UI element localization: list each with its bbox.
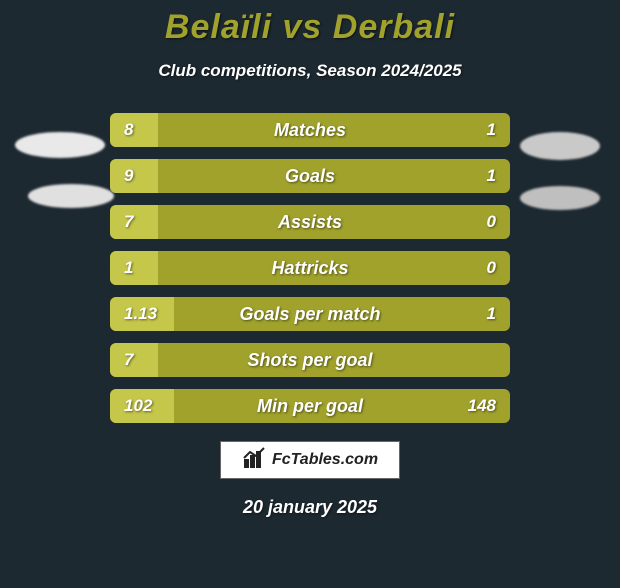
stat-row: 7Shots per goal [110, 343, 510, 377]
stat-row: 7Assists0 [110, 205, 510, 239]
stat-label: Shots per goal [110, 343, 510, 377]
stat-right-value: 0 [487, 205, 496, 239]
decorative-blob [15, 132, 105, 158]
stat-label: Goals per match [110, 297, 510, 331]
decorative-blob [28, 184, 114, 208]
comparison-date: 20 january 2025 [0, 497, 620, 518]
stat-label: Matches [110, 113, 510, 147]
stat-row: 1Hattricks0 [110, 251, 510, 285]
stat-right-value: 1 [487, 297, 496, 331]
stat-rows: 8Matches19Goals17Assists01Hattricks01.13… [110, 113, 510, 423]
stat-row: 8Matches1 [110, 113, 510, 147]
decorative-blob [520, 132, 600, 160]
stat-right-value: 148 [468, 389, 496, 423]
stat-label: Goals [110, 159, 510, 193]
stat-row: 102Min per goal148 [110, 389, 510, 423]
stat-right-value: 1 [487, 113, 496, 147]
stat-label: Min per goal [110, 389, 510, 423]
comparison-subtitle: Club competitions, Season 2024/2025 [0, 61, 620, 81]
watermark-text: FcTables.com [272, 451, 378, 469]
watermark-badge: FcTables.com [220, 441, 400, 479]
stat-right-value: 0 [487, 251, 496, 285]
stat-label: Assists [110, 205, 510, 239]
stat-label: Hattricks [110, 251, 510, 285]
decorative-blob [520, 186, 600, 210]
stat-row: 1.13Goals per match1 [110, 297, 510, 331]
comparison-title: Belaïli vs Derbali [0, 8, 620, 47]
stat-right-value: 1 [487, 159, 496, 193]
chart-icon [242, 446, 266, 475]
stat-row: 9Goals1 [110, 159, 510, 193]
